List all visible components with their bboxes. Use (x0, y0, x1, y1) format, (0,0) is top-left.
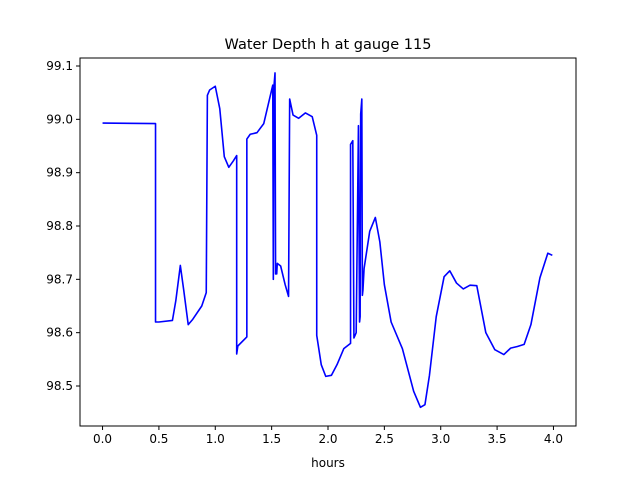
chart-title: Water Depth h at gauge 115 (225, 37, 432, 53)
x-tick-label: 2.5 (375, 432, 394, 446)
x-axis: 0.0 0.5 1.0 1.5 2.0 2.5 3.0 3.5 4.0 (93, 426, 563, 446)
y-tick-label: 98.6 (46, 326, 73, 340)
x-tick-label: 0.5 (149, 432, 168, 446)
x-tick-label: 3.5 (488, 432, 507, 446)
y-tick-label: 98.5 (46, 379, 73, 393)
y-tick-label: 98.9 (46, 166, 73, 180)
y-axis: 98.5 98.6 98.7 98.8 98.9 99.0 99.1 (46, 59, 80, 393)
x-tick-label: 1.5 (262, 432, 281, 446)
x-tick-label: 2.0 (318, 432, 337, 446)
x-axis-label: hours (311, 456, 345, 470)
x-tick-label: 4.0 (544, 432, 563, 446)
x-tick-label: 3.0 (431, 432, 450, 446)
x-tick-label: 0.0 (93, 432, 112, 446)
series-line-0 (102, 72, 553, 409)
y-tick-label: 98.7 (46, 272, 73, 286)
x-tick-label: 1.0 (206, 432, 225, 446)
y-tick-label: 98.8 (46, 219, 73, 233)
y-tick-label: 99.0 (46, 112, 73, 126)
y-tick-label: 99.1 (46, 59, 73, 73)
